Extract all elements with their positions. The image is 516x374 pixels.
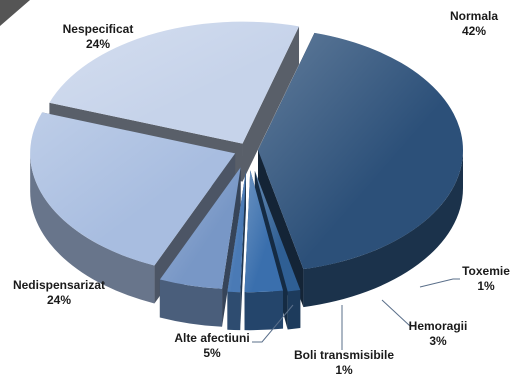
slice-name-nedispensarizat: Nedispensarizat [13, 278, 105, 292]
pie-slice-normala [257, 32, 463, 308]
slice-name-nespecificat: Nespecificat [63, 22, 134, 36]
pie-slice-alte-afectiuni [159, 167, 241, 327]
slice-value-toxemie: 1% [477, 279, 495, 293]
slice-label-nedispensarizat: Nedispensarizat 24% [13, 278, 105, 307]
leader-line-alte-afectiuni [252, 304, 294, 343]
slice-value-hemoragii: 3% [429, 334, 447, 348]
leader-line-toxemie [419, 278, 460, 288]
slice-name-normala: Normala [450, 9, 498, 23]
slice-value-nespecificat: 24% [86, 37, 110, 51]
pie-slices [30, 21, 463, 331]
slice-name-hemoragii: Hemoragii [409, 319, 468, 333]
slice-value-normala: 42% [462, 24, 486, 38]
pie-slice-nedispensarizat [30, 112, 236, 304]
slice-label-normala: Normala 42% [450, 9, 498, 38]
slice-name-toxemie: Toxemie [462, 264, 510, 278]
slice-label-alte-afectiuni: Alte afectiuni 5% [174, 331, 249, 360]
slice-name-boli-transmisibile: Boli transmisibile [294, 348, 394, 362]
pie-slice-hemoragii [244, 170, 284, 331]
pie-slice-boli-transmisibile [227, 170, 246, 331]
slice-label-boli-transmisibile: Boli transmisibile 1% [294, 348, 394, 374]
slice-name-alte-afectiuni: Alte afectiuni [174, 331, 249, 345]
slice-value-alte-afectiuni: 5% [203, 346, 221, 360]
leader-line-hemoragii [381, 299, 416, 327]
slice-label-nespecificat: Nespecificat 24% [63, 22, 134, 51]
slice-label-toxemie: Toxemie 1% [462, 264, 510, 293]
slice-label-hemoragii: Hemoragii 3% [409, 319, 468, 348]
slice-value-nedispensarizat: 24% [47, 293, 71, 307]
corner-decoration [0, 0, 30, 26]
slice-labels: Normala 42%Toxemie 1%Hemoragii 3%Boli trans… [13, 9, 510, 374]
leader-lines [252, 278, 460, 350]
slice-value-boli-transmisibile: 1% [335, 363, 353, 374]
